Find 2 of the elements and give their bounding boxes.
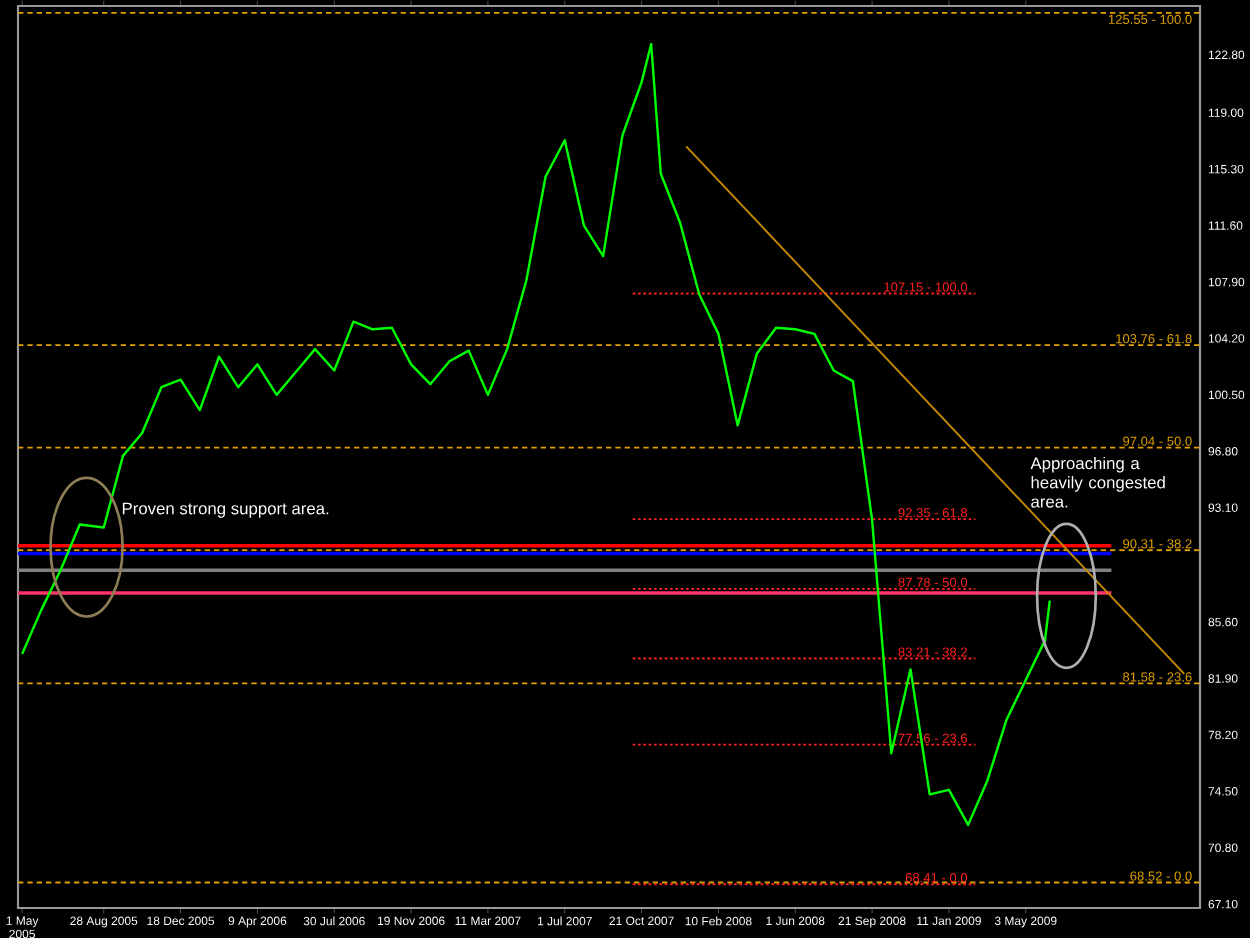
annotation: Proven strong support area. <box>122 502 329 518</box>
annotation: Approaching a heavily congested area. <box>1030 456 1165 508</box>
